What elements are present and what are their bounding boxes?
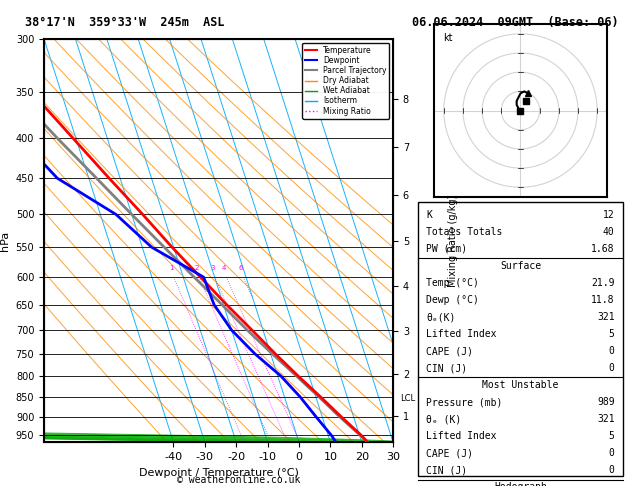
Text: © weatheronline.co.uk: © weatheronline.co.uk: [177, 474, 301, 485]
Text: 5: 5: [609, 329, 615, 339]
Text: Lifted Index: Lifted Index: [426, 329, 497, 339]
Text: 38°17'N  359°33'W  245m  ASL: 38°17'N 359°33'W 245m ASL: [25, 16, 225, 29]
Text: 0: 0: [609, 363, 615, 373]
Text: 11.8: 11.8: [591, 295, 615, 305]
Text: 3: 3: [210, 265, 214, 271]
Text: 0: 0: [609, 448, 615, 458]
Legend: Temperature, Dewpoint, Parcel Trajectory, Dry Adiabat, Wet Adiabat, Isotherm, Mi: Temperature, Dewpoint, Parcel Trajectory…: [302, 43, 389, 119]
Text: θₑ(K): θₑ(K): [426, 312, 456, 322]
Text: 5: 5: [609, 431, 615, 441]
Text: Surface: Surface: [500, 261, 541, 271]
X-axis label: Dewpoint / Temperature (°C): Dewpoint / Temperature (°C): [138, 468, 299, 478]
Y-axis label: Mixing Ratio (g/kg): Mixing Ratio (g/kg): [448, 194, 458, 287]
Text: Dewp (°C): Dewp (°C): [426, 295, 479, 305]
Text: CAPE (J): CAPE (J): [426, 346, 474, 356]
Text: Lifted Index: Lifted Index: [426, 431, 497, 441]
Text: kt: kt: [443, 33, 452, 43]
Text: CIN (J): CIN (J): [426, 465, 467, 475]
Text: Hodograph: Hodograph: [494, 482, 547, 486]
Text: 4: 4: [221, 265, 226, 271]
Text: Totals Totals: Totals Totals: [426, 227, 503, 237]
Text: 0: 0: [609, 346, 615, 356]
Text: 321: 321: [597, 414, 615, 424]
Text: 21.9: 21.9: [591, 278, 615, 288]
Text: CIN (J): CIN (J): [426, 363, 467, 373]
Text: Temp (°C): Temp (°C): [426, 278, 479, 288]
Text: 06.06.2024  09GMT  (Base: 06): 06.06.2024 09GMT (Base: 06): [412, 16, 618, 29]
Text: 1.68: 1.68: [591, 244, 615, 254]
Text: 1: 1: [169, 265, 174, 271]
Text: Most Unstable: Most Unstable: [482, 380, 559, 390]
Text: 2: 2: [194, 265, 199, 271]
Text: 0: 0: [609, 465, 615, 475]
Text: PW (cm): PW (cm): [426, 244, 467, 254]
Text: 6: 6: [238, 265, 243, 271]
Text: 40: 40: [603, 227, 615, 237]
Text: Pressure (mb): Pressure (mb): [426, 397, 503, 407]
Text: 989: 989: [597, 397, 615, 407]
Text: CAPE (J): CAPE (J): [426, 448, 474, 458]
Text: θₑ (K): θₑ (K): [426, 414, 462, 424]
Text: K: K: [426, 210, 432, 220]
Text: 12: 12: [603, 210, 615, 220]
Text: 321: 321: [597, 312, 615, 322]
Text: LCL: LCL: [400, 394, 415, 403]
Y-axis label: hPa: hPa: [0, 230, 10, 251]
